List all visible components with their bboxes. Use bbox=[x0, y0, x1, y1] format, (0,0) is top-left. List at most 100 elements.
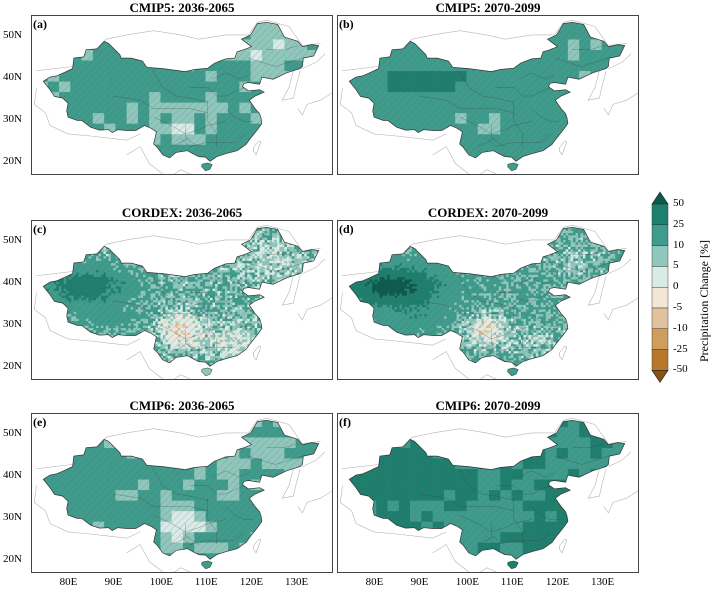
grid-cell bbox=[43, 276, 45, 280]
grid-cell bbox=[157, 362, 161, 366]
grid-cell bbox=[83, 244, 87, 247]
grid-cell bbox=[123, 348, 127, 352]
grid-cell bbox=[61, 262, 65, 266]
grid-cell bbox=[94, 224, 97, 227]
grid-cell bbox=[175, 369, 178, 372]
grid-cell bbox=[43, 239, 45, 243]
grid-cell bbox=[86, 374, 89, 377]
grid-cell bbox=[123, 339, 127, 342]
grid-cell bbox=[106, 224, 109, 227]
grid-cell bbox=[98, 235, 102, 238]
grid-cell bbox=[138, 348, 141, 352]
province-border bbox=[531, 108, 559, 122]
grid-cell bbox=[37, 365, 40, 368]
grid-cell bbox=[148, 376, 151, 379]
grid-cell bbox=[273, 102, 285, 114]
grid-cell bbox=[138, 249, 141, 252]
grid-cell bbox=[43, 320, 47, 324]
grid-cell bbox=[135, 242, 139, 245]
grid-cell bbox=[58, 341, 62, 345]
grid-cell bbox=[148, 374, 151, 377]
grid-cell bbox=[63, 244, 67, 247]
grid-cell bbox=[318, 102, 319, 114]
grid-cell bbox=[153, 239, 156, 243]
grid-cell bbox=[113, 348, 117, 352]
grid-cell bbox=[157, 364, 161, 367]
grid-cell bbox=[66, 355, 70, 359]
grid-cell bbox=[53, 251, 57, 254]
map-frame bbox=[31, 15, 333, 175]
grid-cell bbox=[86, 348, 89, 352]
grid-cell bbox=[81, 374, 84, 377]
grid-cell bbox=[140, 346, 144, 349]
grid-cell bbox=[53, 302, 57, 305]
grid-cell bbox=[138, 346, 141, 349]
grid-cell bbox=[58, 306, 62, 310]
grid-cell bbox=[43, 360, 47, 363]
grid-cell bbox=[138, 246, 141, 250]
grid-cell bbox=[590, 133, 602, 145]
grid-cell bbox=[108, 374, 111, 377]
grid-cell bbox=[51, 235, 55, 238]
grid-cell bbox=[133, 379, 136, 380]
grid-cell bbox=[172, 251, 176, 254]
grid-cell bbox=[162, 262, 166, 266]
grid-cell bbox=[83, 348, 87, 352]
grid-cell bbox=[125, 258, 129, 261]
grid-cell bbox=[63, 341, 67, 345]
grid-cell bbox=[131, 221, 134, 224]
grid-cell bbox=[51, 304, 55, 308]
grid-cell bbox=[162, 232, 166, 236]
grid-cell bbox=[579, 112, 591, 124]
grid-cell bbox=[64, 221, 67, 222]
grid-cell bbox=[66, 239, 70, 243]
grid-cell bbox=[123, 374, 126, 377]
grid-cell bbox=[48, 251, 52, 254]
grid-cell bbox=[76, 374, 79, 377]
grid-cell bbox=[477, 22, 490, 29]
grid-cell bbox=[76, 239, 79, 243]
grid-cell bbox=[157, 260, 161, 264]
grid-cell bbox=[100, 364, 104, 367]
grid-cell bbox=[37, 353, 40, 356]
grid-cell bbox=[172, 235, 176, 238]
grid-cell bbox=[91, 230, 94, 234]
grid-cell bbox=[318, 154, 319, 162]
grid-cell bbox=[410, 22, 422, 29]
grid-cell bbox=[43, 276, 47, 280]
grid-cell bbox=[133, 221, 136, 222]
grid-cell bbox=[116, 221, 119, 224]
grid-cell bbox=[61, 330, 65, 333]
grid-cell bbox=[349, 123, 355, 135]
grid-cell bbox=[56, 350, 60, 354]
grid-cell bbox=[125, 341, 129, 345]
grid-cell bbox=[136, 221, 139, 222]
grid-cell bbox=[46, 350, 50, 354]
grid-cell bbox=[92, 144, 105, 156]
grid-cell bbox=[51, 228, 55, 231]
grid-cell bbox=[83, 337, 87, 340]
grid-cell bbox=[89, 369, 92, 372]
grid-cell bbox=[148, 379, 151, 380]
grid-cell bbox=[160, 242, 164, 245]
grid-cell bbox=[148, 348, 151, 352]
grid-cell bbox=[37, 344, 40, 347]
grid-cell bbox=[53, 265, 57, 268]
grid-cell bbox=[130, 235, 134, 238]
grid-cell bbox=[130, 253, 134, 257]
grid-cell bbox=[121, 376, 124, 379]
grid-cell bbox=[39, 268, 42, 271]
grid-cell bbox=[133, 374, 136, 377]
grid-cell bbox=[273, 133, 285, 145]
grid-cell bbox=[66, 348, 70, 352]
grid-cell bbox=[568, 165, 580, 175]
grid-cell bbox=[88, 346, 92, 349]
grid-cell bbox=[61, 360, 65, 363]
grid-cell bbox=[172, 230, 176, 234]
grid-cell bbox=[143, 367, 146, 370]
grid-cell bbox=[93, 244, 97, 247]
grid-cell bbox=[81, 221, 84, 222]
grid-cell bbox=[115, 28, 127, 40]
grid-cell bbox=[39, 293, 42, 296]
grid-cell bbox=[156, 367, 159, 370]
